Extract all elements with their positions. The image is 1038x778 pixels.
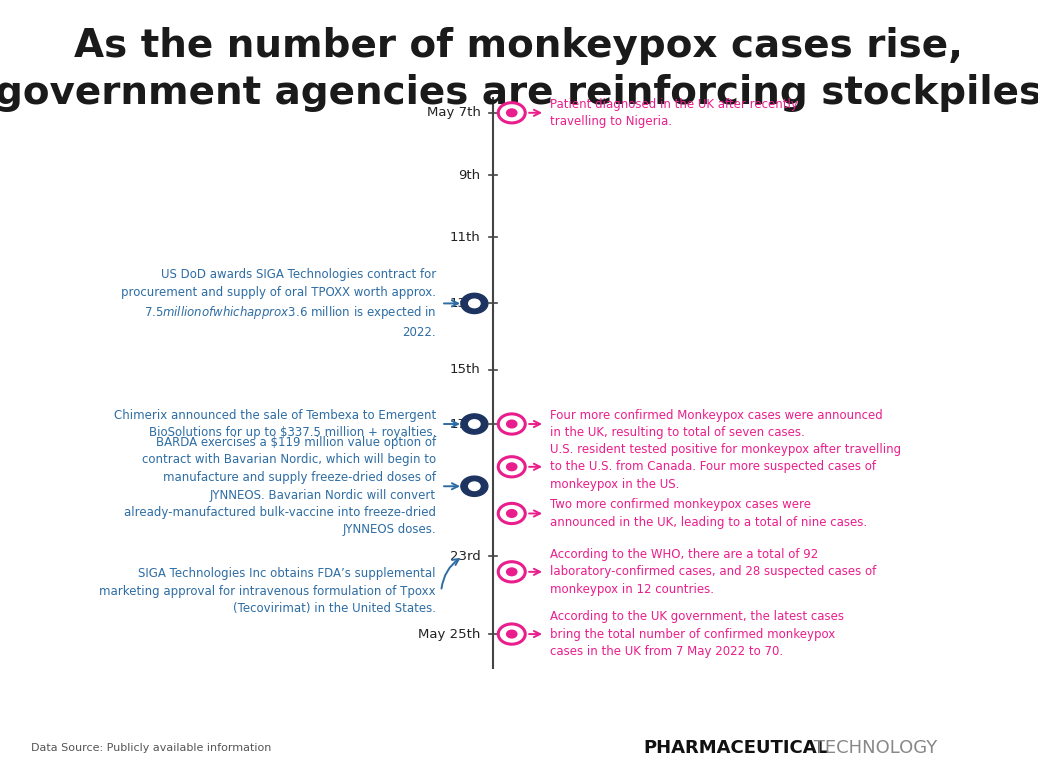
Circle shape [461,414,488,434]
Text: 9th: 9th [459,169,481,181]
Circle shape [507,463,517,471]
Circle shape [469,300,480,307]
Circle shape [498,457,525,477]
Circle shape [507,109,517,117]
Text: 13th: 13th [449,297,481,310]
Text: BARDA exercises a $119 million value option of
contract with Bavarian Nordic, wh: BARDA exercises a $119 million value opt… [124,436,436,537]
Text: Data Source: Publicly available information: Data Source: Publicly available informat… [31,744,272,753]
Circle shape [498,624,525,644]
Circle shape [469,482,480,490]
Text: 15th: 15th [449,363,481,376]
Circle shape [498,562,525,582]
Circle shape [507,568,517,576]
Text: May 7th: May 7th [427,107,481,119]
Text: As the number of monkeypox cases rise,: As the number of monkeypox cases rise, [75,27,963,65]
Text: TECHNOLOGY: TECHNOLOGY [808,739,937,758]
Text: 23rd: 23rd [449,550,481,562]
Text: US DoD awards SIGA Technologies contract for
procurement and supply of oral TPOX: US DoD awards SIGA Technologies contract… [121,268,436,338]
Circle shape [507,420,517,428]
Circle shape [498,414,525,434]
Circle shape [498,503,525,524]
Circle shape [461,293,488,314]
Text: government agencies are reinforcing stockpiles: government agencies are reinforcing stoc… [0,74,1038,112]
Text: PHARMACEUTICAL: PHARMACEUTICAL [644,739,828,758]
Text: Four more confirmed Monkeypox cases were announced
in the UK, resulting to total: Four more confirmed Monkeypox cases were… [550,408,883,440]
Circle shape [498,103,525,123]
Text: According to the WHO, there are a total of 92
laboratory-confirmed cases, and 28: According to the WHO, there are a total … [550,548,876,596]
Text: Two more confirmed monkeypox cases were
announced in the UK, leading to a total : Two more confirmed monkeypox cases were … [550,498,868,529]
Text: 17th: 17th [449,418,481,430]
Text: According to the UK government, the latest cases
bring the total number of confi: According to the UK government, the late… [550,610,844,658]
Circle shape [507,510,517,517]
Circle shape [469,420,480,428]
Text: U.S. resident tested positive for monkeypox after travelling
to the U.S. from Ca: U.S. resident tested positive for monkey… [550,443,901,491]
Text: Patient diagnosed in the UK after recently
travelling to Nigeria.: Patient diagnosed in the UK after recent… [550,97,798,128]
Text: Chimerix announced the sale of Tembexa to Emergent
BioSolutions for up to $337.5: Chimerix announced the sale of Tembexa t… [114,408,436,440]
Circle shape [507,630,517,638]
Text: SIGA Technologies Inc obtains FDA’s supplemental
marketing approval for intraven: SIGA Technologies Inc obtains FDA’s supp… [100,567,436,615]
Text: May 25th: May 25th [418,628,481,640]
Text: 11th: 11th [449,231,481,244]
Circle shape [461,476,488,496]
